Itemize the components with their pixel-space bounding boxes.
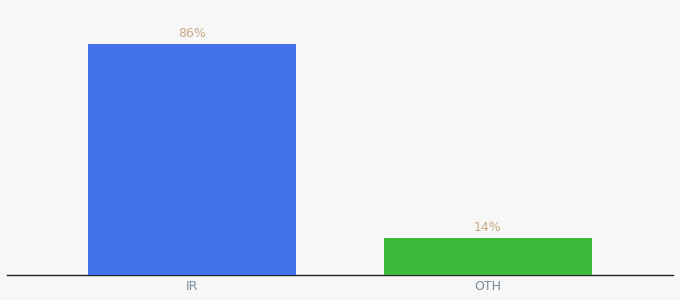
Text: 14%: 14% bbox=[474, 220, 502, 234]
Text: 86%: 86% bbox=[178, 28, 206, 40]
Bar bbox=[88, 44, 296, 275]
Bar bbox=[384, 238, 592, 275]
